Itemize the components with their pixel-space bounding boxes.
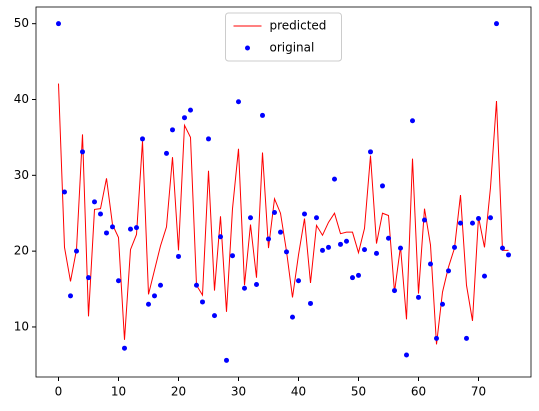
point	[104, 230, 109, 236]
point	[212, 313, 217, 319]
point	[278, 229, 283, 235]
x-tick-label: 30	[231, 385, 246, 399]
legend-label: predicted	[270, 19, 327, 33]
y-tick-label: 40	[14, 92, 29, 106]
point	[170, 127, 175, 133]
point	[374, 250, 379, 256]
point	[158, 282, 163, 288]
point	[458, 220, 463, 226]
point	[182, 115, 187, 121]
point	[506, 252, 511, 258]
point	[476, 216, 481, 222]
point	[248, 215, 253, 221]
point	[206, 136, 211, 142]
y-tick-label: 50	[14, 16, 29, 30]
point	[164, 150, 169, 156]
point	[500, 245, 505, 251]
point	[362, 247, 367, 253]
point	[488, 215, 493, 221]
point	[92, 199, 97, 205]
legend-label: original	[270, 41, 315, 55]
point	[416, 294, 421, 300]
x-tick-label: 60	[411, 385, 426, 399]
legend-point	[245, 45, 250, 51]
axes-frame	[35, 6, 532, 378]
point	[428, 261, 433, 267]
point	[302, 211, 307, 217]
point	[98, 211, 103, 217]
point	[284, 249, 289, 255]
point	[290, 314, 295, 320]
y-tick-label: 20	[14, 244, 29, 258]
point	[392, 288, 397, 294]
line	[58, 83, 509, 345]
point	[344, 238, 349, 244]
x-tick-label: 0	[55, 385, 63, 399]
point	[260, 112, 265, 118]
point	[218, 234, 223, 240]
legend-box	[225, 12, 342, 62]
x-tick-label: 40	[291, 385, 306, 399]
point	[296, 278, 301, 284]
point	[494, 21, 499, 27]
point	[356, 272, 361, 278]
point	[338, 241, 343, 247]
point	[200, 299, 205, 305]
point	[422, 217, 427, 223]
x-tick-label: 10	[111, 385, 126, 399]
y-tick-label: 30	[14, 168, 29, 182]
point	[482, 273, 487, 279]
point	[140, 136, 145, 142]
point	[440, 301, 445, 307]
point	[56, 21, 61, 27]
point	[110, 224, 115, 230]
point	[320, 247, 325, 253]
point	[308, 300, 313, 306]
point	[176, 253, 181, 259]
point	[332, 176, 337, 182]
point	[380, 183, 385, 189]
point	[434, 335, 439, 341]
point	[188, 107, 193, 113]
y-tick-label: 10	[14, 319, 29, 333]
point	[146, 301, 151, 307]
point	[404, 352, 409, 358]
point	[230, 253, 235, 259]
point	[368, 149, 373, 155]
point	[314, 215, 319, 221]
point	[122, 345, 127, 351]
x-tick-label: 20	[171, 385, 186, 399]
point	[224, 357, 229, 363]
point	[272, 209, 277, 215]
point	[350, 275, 355, 281]
point	[68, 293, 73, 299]
point	[86, 275, 91, 281]
point	[80, 149, 85, 155]
x-tick-label: 70	[471, 385, 486, 399]
point	[452, 244, 457, 250]
point	[470, 220, 475, 226]
point	[134, 225, 139, 231]
point	[242, 285, 247, 291]
point	[446, 268, 451, 274]
point	[398, 245, 403, 251]
point	[410, 118, 415, 124]
point	[266, 236, 271, 242]
point	[128, 226, 133, 232]
x-tick-label: 50	[351, 385, 366, 399]
point	[386, 235, 391, 241]
point	[326, 244, 331, 250]
point	[236, 99, 241, 105]
point	[74, 248, 79, 254]
point	[464, 335, 469, 341]
point	[62, 189, 67, 195]
point	[254, 282, 259, 287]
point	[194, 282, 199, 288]
point	[152, 293, 157, 299]
point	[116, 278, 121, 284]
